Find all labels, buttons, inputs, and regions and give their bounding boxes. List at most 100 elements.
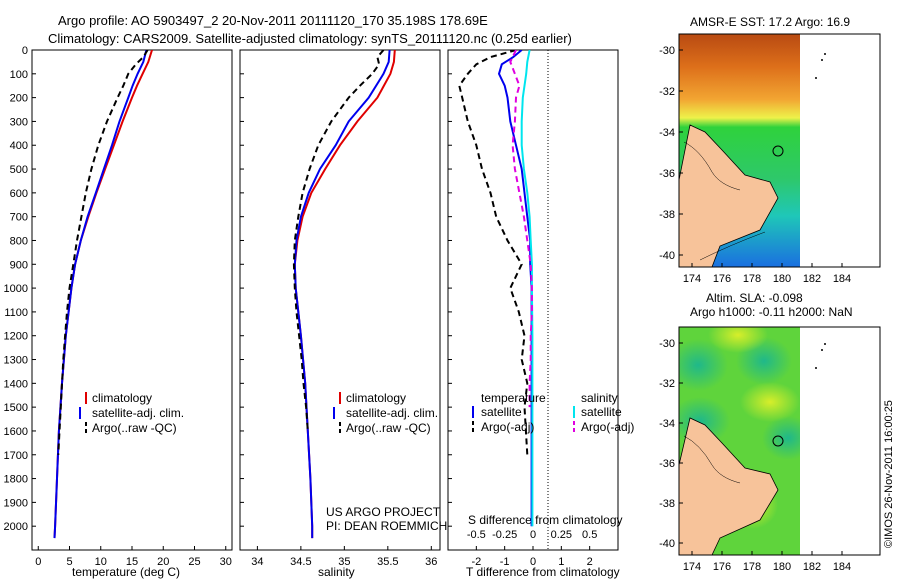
float-position-marker [772,435,784,447]
lat-tick-label: -38 [659,209,675,221]
lon-tick-label: 174 [683,561,701,573]
legend-label-sal-argo: Argo(-adj) [581,420,634,434]
x-tick-label: 15 [126,556,138,568]
sla-map: -30 -32 -34 -36 -38 -40 174 176 178 180 182 184 [659,326,881,573]
legend-title-salinity: salinity [581,391,618,405]
s-difference-axis-label: S difference from climatology [468,513,623,527]
t-difference-axis-label: T difference from climatology [466,565,620,579]
project-annotation: US ARGO PROJECT [326,505,441,519]
temperature-x-axis: 0 5 10 15 20 25 30 [35,546,232,568]
depth-tick-label: 400 [10,140,28,152]
legend-label-argo: Argo(..raw -QC) [92,421,177,435]
lat-tick-label: -40 [659,538,675,550]
lon-tick-label: 178 [743,561,761,573]
sal-argo-diff-line [509,50,533,408]
legend-title-temperature: temperature [481,391,546,405]
depth-tick-label: 800 [10,235,28,247]
temperature-axis-label: temperature (deg C) [72,565,180,579]
depth-tick-label: 1300 [4,355,28,367]
legend-label-satellite: satellite-adj. clim. [92,406,184,420]
pi-annotation: PI: DEAN ROEMMICH [326,519,447,533]
lon-tick-label: 184 [833,561,851,573]
legend-label-satellite: satellite-adj. clim. [346,406,438,420]
x-tick-label: 10 [95,556,107,568]
lat-tick-label: -30 [659,338,675,350]
legend-label-sal-satellite: satellite [581,405,622,419]
sst-map-axes: -30 -32 -34 -36 -38 -40 174 176 178 180 182 184 [659,45,851,285]
lon-tick-label: 174 [683,273,701,285]
x-tick-label: 30 [220,556,232,568]
s-diff-tick-label: -0.5 [467,529,486,541]
depth-tick-label: 600 [10,188,28,200]
lat-tick-label: -36 [659,458,675,470]
island-dot [821,349,823,351]
temp-argo-diff-line [458,50,529,455]
bathymetry-contour [699,231,766,261]
sal-satellite-diff-line [520,50,534,527]
lat-tick-label: -40 [659,250,675,262]
depth-tick-label: 1400 [4,378,28,390]
salinity-x-axis: 34 34.5 35 35.5 36 [251,546,437,568]
x-tick-label: 0 [530,556,536,568]
sst-map-title: AMSR-E SST: 17.2 Argo: 16.9 [690,15,850,29]
sst-map-frame [678,33,881,268]
s-difference-x-axis: -0.5 -0.25 0 0.25 0.5 [467,529,597,541]
temperature-series [53,50,153,539]
depth-tick-label: 2000 [4,521,28,533]
legend-label-temp-satellite: satellite [481,405,522,419]
x-tick-label: 5 [66,556,72,568]
lon-tick-label: 180 [773,561,791,573]
s-diff-tick-label: 0 [530,529,536,541]
title-line-1: Argo profile: AO 5903497_2 20-Nov-2011 2… [58,13,488,28]
legend-label-climatology: climatology [92,391,152,405]
sla-high-anomaly [708,327,768,353]
bathymetry-contour [683,435,741,484]
island-dot [815,77,817,79]
x-tick-label: -1 [500,556,510,568]
sla-map-title-1: Altim. SLA: -0.098 [706,291,803,305]
x-tick-label: 35.5 [377,556,398,568]
x-tick-label: 2 [587,556,593,568]
satellite-adj-line [53,50,148,539]
argo-line [57,50,149,455]
depth-tick-label: 1800 [4,474,28,486]
x-tick-label: 36 [425,556,437,568]
temperature-panel [31,49,233,551]
salinity-axis-label: salinity [318,565,355,579]
legend-label-temp-argo: Argo(-adj) [481,420,534,434]
salinity-series [292,50,396,539]
x-tick-label: -2 [471,556,481,568]
sla-map-frame [678,326,881,556]
lon-tick-label: 180 [773,273,791,285]
lon-tick-label: 178 [743,273,761,285]
title-line-2: Climatology: CARS2009. Satellite-adjuste… [48,31,572,46]
legend-label-climatology: climatology [346,391,406,405]
sla-map-title-2: Argo h1000: -0.11 h2000: NaN [690,305,853,319]
bathymetry-contour [683,141,741,191]
difference-legend: temperature salinity satellite Argo(-adj… [472,391,634,434]
new-zealand-land [679,124,779,267]
imos-credit: ©IMOS 26-Nov-2011 16:00:25 [883,400,895,548]
depth-axis: 0 100 200 300 400 500 600 700 800 900 1000 1100 1200… [4,45,452,533]
s-diff-tick-label: -0.25 [492,529,517,541]
depth-tick-label: 900 [10,259,28,271]
x-tick-label: 35 [338,556,350,568]
sla-map-axes: -30 -32 -34 -36 -38 -40 174 176 178 180 182 184 [659,338,851,573]
satellite-adj-line [293,50,391,539]
temperature-legend: climatology satellite-adj. clim. Argo(..… [79,391,184,435]
sla-low-anomaly [679,339,728,391]
depth-tick-label: 1700 [4,450,28,462]
sla-high-anomaly [740,382,800,422]
difference-series [458,50,534,527]
lon-tick-label: 176 [713,273,731,285]
lat-tick-label: -34 [659,418,675,430]
sla-low-anomaly [762,416,800,460]
x-tick-label: 1 [558,556,564,568]
lon-tick-label: 184 [833,273,851,285]
island-dot [824,343,826,345]
depth-tick-label: 500 [10,164,28,176]
t-difference-x-axis: -2 -1 0 1 2 [471,546,593,568]
island-dot [815,367,817,369]
lat-tick-label: -30 [659,45,675,57]
island-dot [824,53,826,55]
